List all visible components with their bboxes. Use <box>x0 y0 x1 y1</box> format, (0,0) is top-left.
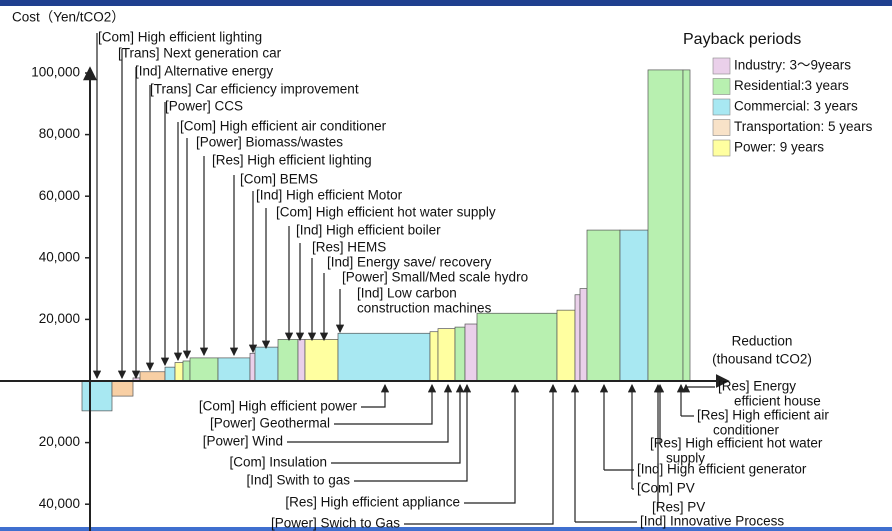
annotation: [Com] High efficient power <box>199 399 358 414</box>
annotation: [Com] High efficient lighting <box>98 30 262 45</box>
bar <box>182 360 191 382</box>
x-axis-label: Reduction <box>732 334 793 349</box>
annotation: [Com] PV <box>637 481 695 496</box>
bar <box>579 288 588 382</box>
legend-swatch <box>712 78 731 95</box>
annotation: [Ind] High efficient boiler <box>296 223 441 238</box>
annotation: [Res] High efficient hot water <box>650 436 823 451</box>
y-tick-label: 20,000 <box>39 434 80 449</box>
bar <box>556 309 576 382</box>
annotation: [Power] CCS <box>165 99 243 114</box>
legend-swatch <box>712 119 731 136</box>
y-tick-label: 40,000 <box>39 249 80 264</box>
bar <box>437 328 456 382</box>
bar <box>682 69 691 382</box>
legend-title: Payback periods <box>683 31 801 48</box>
bar <box>429 331 439 382</box>
annotation: [Com] High efficient air conditioner <box>180 119 387 134</box>
annotation: [Ind] Alternative energy <box>135 64 273 79</box>
annotation: [Com] Insulation <box>229 455 327 470</box>
bar <box>476 312 558 382</box>
bar <box>586 229 621 382</box>
top-band <box>0 0 892 6</box>
annotation: [Ind] High efficient generator <box>637 462 807 477</box>
y-tick-label: 20,000 <box>39 311 80 326</box>
annotation-arrow <box>354 383 472 482</box>
bar <box>574 294 581 382</box>
chart-title: Cost（Yen/tCO2） <box>12 10 125 25</box>
annotation: construction machines <box>357 301 492 316</box>
legend-swatch <box>712 98 731 116</box>
bar <box>277 339 299 382</box>
bar <box>254 346 279 382</box>
annotation-arrow <box>404 383 558 525</box>
y-tick-label: 80,000 <box>39 126 80 141</box>
annotation: [Power] Geothermal <box>210 416 330 431</box>
bar <box>174 362 184 382</box>
bottom-band <box>0 527 892 531</box>
annotation-arrow <box>334 383 437 425</box>
legend-label: Commercial: 3 years <box>734 99 858 114</box>
annotation: [Ind] Innovative Process <box>640 514 784 529</box>
bar <box>164 366 176 382</box>
annotation: [Ind] Swith to gas <box>246 473 350 488</box>
legend-label: Transportation: 5 years <box>734 119 873 134</box>
annotation: conditioner <box>713 423 780 438</box>
annotation-arrow <box>464 383 520 504</box>
annotation-arrow <box>287 383 453 443</box>
x-axis-label: (thousand tCO2) <box>712 352 812 367</box>
y-tick-label: 100,000 <box>31 65 80 80</box>
annotation-arrow <box>331 383 465 464</box>
annotation: [Power] Small/Med scale hydro <box>342 270 528 285</box>
legend-label: Residential:3 years <box>734 78 849 93</box>
annotation: [Trans] Car efficiency improvement <box>150 82 359 97</box>
annotation: [Power] Biomass/wastes <box>196 135 343 150</box>
annotation: [Ind] Low carbon <box>357 286 457 301</box>
bar <box>111 380 134 397</box>
annotation: [Com] High efficient hot water supply <box>276 205 496 220</box>
annotation: [Res] HEMS <box>312 240 386 255</box>
bar <box>189 357 219 382</box>
bar <box>249 352 256 382</box>
bar <box>297 339 306 382</box>
annotation: supply <box>666 451 705 466</box>
annotation: efficient house <box>734 394 821 409</box>
annotation: [Com] BEMS <box>240 172 318 187</box>
y-tick-label: 60,000 <box>39 188 80 203</box>
y-tick-label: 40,000 <box>39 496 80 511</box>
bar <box>464 323 478 382</box>
legend-label: Industry: 3～9years <box>734 58 851 73</box>
bar <box>337 332 431 382</box>
legend-label: Power: 9 years <box>734 140 824 155</box>
annotation-arrow <box>361 383 390 408</box>
annotation: [Res] Energy <box>718 379 796 394</box>
annotation: [Power] Swich to Gas <box>271 516 400 531</box>
bar <box>304 339 339 382</box>
annotation: [Ind] Energy save/ recovery <box>327 255 492 270</box>
bar <box>619 229 649 382</box>
bar <box>454 326 466 382</box>
annotation: [Res] High efficient air <box>697 408 829 423</box>
annotation: [Res] High efficient appliance <box>285 495 460 510</box>
legend-swatch <box>712 57 731 75</box>
annotation: [Res] High efficient lighting <box>212 153 372 168</box>
annotation: [Res] PV <box>652 500 705 515</box>
bar <box>217 357 251 382</box>
bar <box>647 69 684 382</box>
annotation: [Trans] Next generation car <box>118 46 282 61</box>
annotation: [Ind] High efficient Motor <box>256 188 403 203</box>
bar <box>81 380 113 412</box>
bar <box>139 371 166 382</box>
legend-swatch <box>712 139 731 157</box>
annotation: [Power] Wind <box>203 434 283 449</box>
